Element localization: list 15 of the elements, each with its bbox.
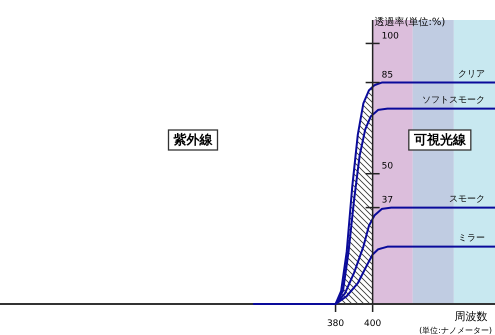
- y-tick-label: 50: [382, 162, 394, 172]
- y-tick-label: 85: [382, 70, 394, 81]
- text: (単位:ナノメーター): [419, 326, 492, 335]
- x-tick-label: 400: [364, 319, 382, 329]
- y-tick-label: 100: [382, 31, 400, 42]
- series-label: クリア: [458, 70, 485, 80]
- series-label: スモーク: [449, 194, 485, 205]
- series-label: ミラー: [458, 234, 485, 244]
- y-axis-title: 透過率(単位:%): [374, 16, 446, 28]
- series-label: ソフトスモーク: [422, 96, 485, 106]
- annotation: 可視光線: [412, 132, 467, 148]
- y-tick-label: 37: [382, 196, 394, 206]
- x-axis-title: 周波数: [454, 310, 488, 323]
- annotation: 紫外線: [172, 132, 214, 148]
- x-tick-label: 380: [326, 319, 344, 329]
